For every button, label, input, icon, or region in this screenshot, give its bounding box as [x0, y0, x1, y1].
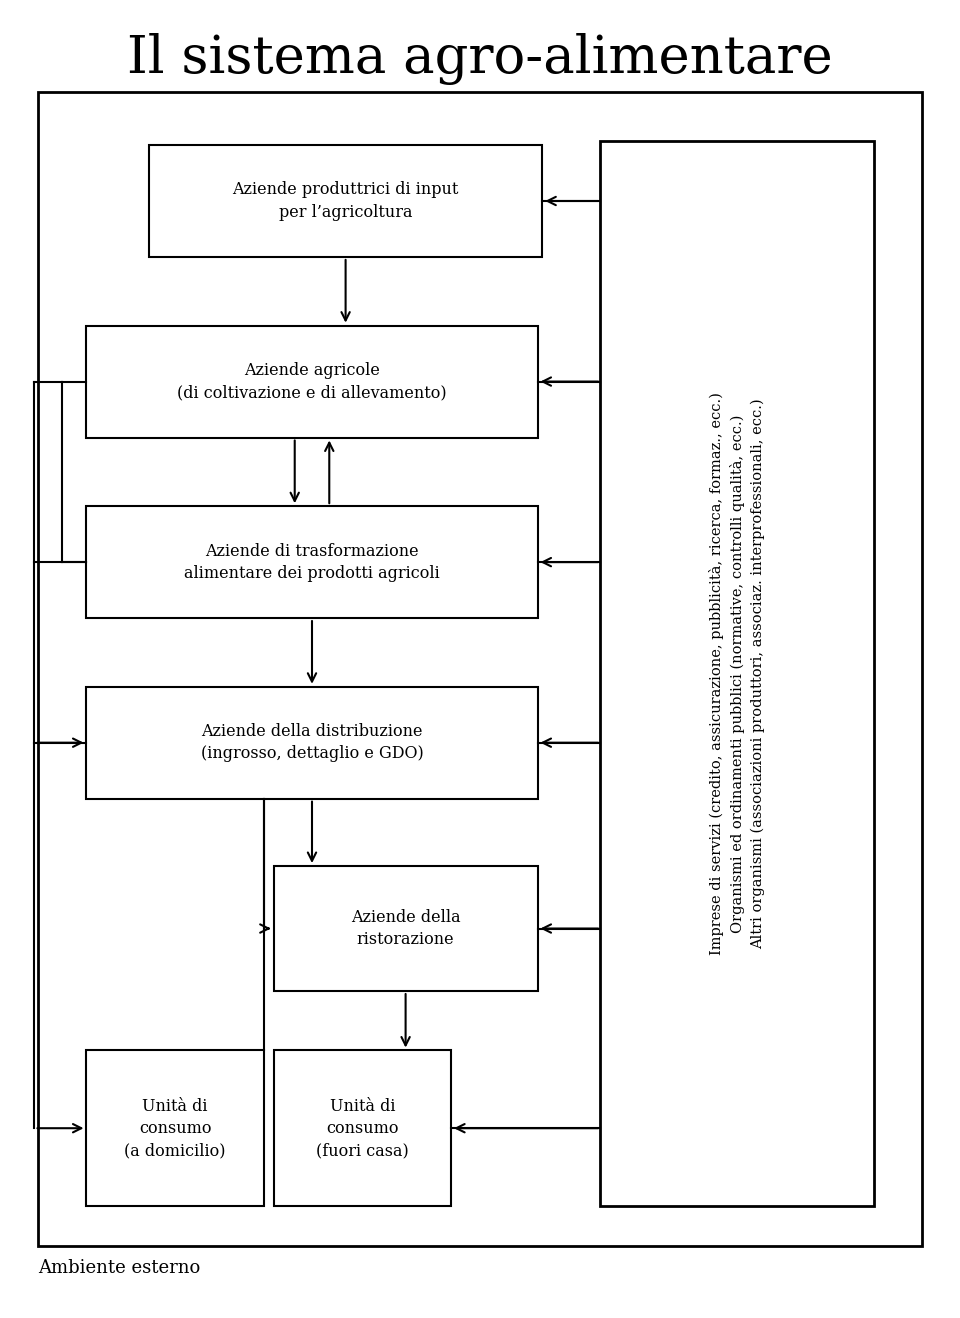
Text: Imprese di servizi (credito, assicurazione, pubblicità, ricerca, formaz., ecc.)
: Imprese di servizi (credito, assicurazio… [708, 391, 765, 956]
Text: Unità di
consumo
(fuori casa): Unità di consumo (fuori casa) [316, 1098, 409, 1159]
Text: Il sistema agro-alimentare: Il sistema agro-alimentare [127, 33, 833, 86]
Bar [38, 92, 922, 1246]
Text: Aziende agricole
(di coltivazione e di allevamento): Aziende agricole (di coltivazione e di a… [178, 362, 446, 401]
Bar [274, 866, 538, 991]
Bar [86, 687, 538, 799]
Bar [600, 141, 874, 1206]
Text: Unità di
consumo
(a domicilio): Unità di consumo (a domicilio) [125, 1098, 226, 1159]
Text: Ambiente esterno: Ambiente esterno [38, 1259, 201, 1277]
Text: Aziende della
ristorazione: Aziende della ristorazione [350, 909, 461, 948]
Text: Aziende della distribuzione
(ingrosso, dettaglio e GDO): Aziende della distribuzione (ingrosso, d… [201, 724, 423, 762]
Text: Aziende di trasformazione
alimentare dei prodotti agricoli: Aziende di trasformazione alimentare dei… [184, 543, 440, 581]
Bar [86, 506, 538, 618]
Bar [149, 145, 542, 257]
Bar [86, 326, 538, 438]
Text: Aziende produttrici di input
per l’agricoltura: Aziende produttrici di input per l’agric… [232, 182, 459, 220]
Bar [86, 1050, 264, 1206]
Bar [274, 1050, 451, 1206]
